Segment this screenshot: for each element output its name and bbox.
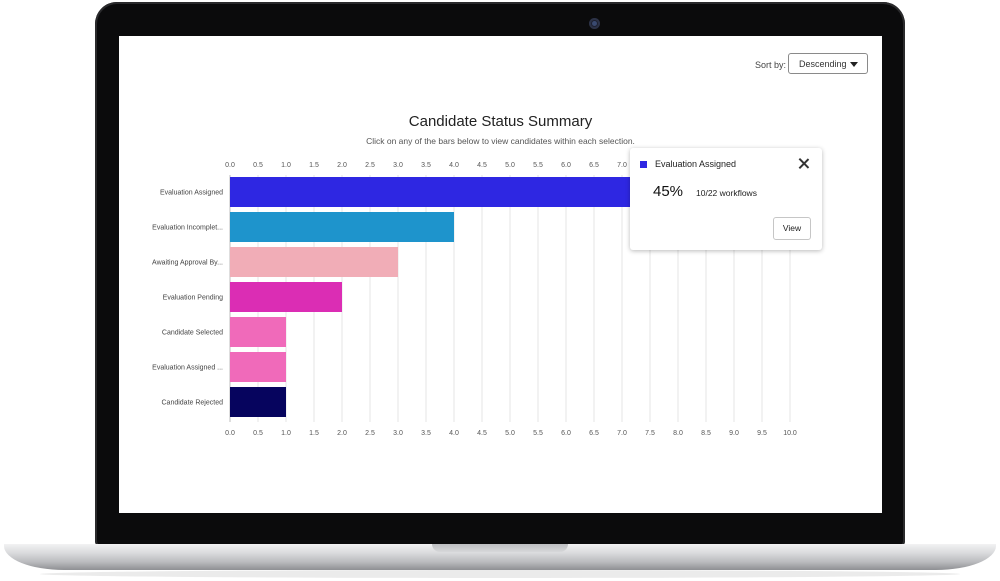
x-tick-label-top: 5.5 bbox=[533, 162, 543, 169]
y-category-label: Evaluation Assigned bbox=[160, 190, 223, 197]
legend-swatch bbox=[640, 161, 647, 168]
x-tick-label-bottom: 7.0 bbox=[617, 430, 627, 437]
bar[interactable] bbox=[230, 282, 342, 312]
x-tick-label-bottom: 8.0 bbox=[673, 430, 683, 437]
tooltip-percent: 45% bbox=[653, 183, 684, 200]
x-tick-label-bottom: 9.5 bbox=[757, 430, 767, 437]
tooltip-card: Evaluation Assigned 45% 10/22 workflows … bbox=[630, 148, 822, 250]
x-tick-label-bottom: 4.0 bbox=[449, 430, 459, 437]
screen: Sort by: Descending Candidate Status Sum… bbox=[119, 36, 882, 513]
bar[interactable] bbox=[230, 352, 286, 382]
chart-title: Candidate Status Summary bbox=[408, 113, 593, 130]
sort-label: Sort by: bbox=[755, 60, 787, 70]
y-category-label: Candidate Rejected bbox=[162, 400, 224, 407]
chevron-down-icon bbox=[850, 62, 858, 67]
x-tick-label-top: 3.0 bbox=[393, 162, 403, 169]
x-tick-label-top: 7.0 bbox=[617, 162, 627, 169]
x-tick-label-bottom: 4.5 bbox=[477, 430, 487, 437]
tooltip-title: Evaluation Assigned bbox=[655, 159, 737, 169]
x-tick-label-bottom: 0.5 bbox=[253, 430, 263, 437]
sort-select[interactable]: Descending bbox=[788, 53, 868, 74]
tooltip-count: 10/22 workflows bbox=[696, 188, 757, 198]
y-category-label: Evaluation Incomplet... bbox=[152, 225, 223, 232]
x-tick-label-bottom: 8.5 bbox=[701, 430, 711, 437]
x-tick-label-top: 1.0 bbox=[281, 162, 291, 169]
x-tick-label-bottom: 3.5 bbox=[421, 430, 431, 437]
bar[interactable] bbox=[230, 387, 286, 417]
x-tick-label-bottom: 1.0 bbox=[281, 430, 291, 437]
y-category-label: Evaluation Assigned ... bbox=[152, 365, 223, 372]
x-tick-label-bottom: 3.0 bbox=[393, 430, 403, 437]
x-tick-label-bottom: 5.5 bbox=[533, 430, 543, 437]
x-tick-label-bottom: 6.5 bbox=[589, 430, 599, 437]
x-tick-label-top: 0.5 bbox=[253, 162, 263, 169]
x-tick-label-top: 5.0 bbox=[505, 162, 515, 169]
x-tick-label-top: 3.5 bbox=[421, 162, 431, 169]
laptop-notch bbox=[432, 544, 568, 552]
sort-value: Descending bbox=[799, 59, 847, 69]
x-tick-label-top: 1.5 bbox=[309, 162, 319, 169]
x-tick-label-top: 2.5 bbox=[365, 162, 375, 169]
x-tick-label-top: 4.0 bbox=[449, 162, 459, 169]
x-tick-label-top: 2.0 bbox=[337, 162, 347, 169]
x-tick-label-bottom: 0.0 bbox=[225, 430, 235, 437]
y-category-label: Evaluation Pending bbox=[163, 295, 223, 302]
y-category-label: Candidate Selected bbox=[162, 330, 223, 337]
x-tick-label-top: 0.0 bbox=[225, 162, 235, 169]
y-category-label: Awaiting Approval By... bbox=[152, 260, 223, 267]
laptop-shadow bbox=[40, 570, 960, 578]
x-tick-label-bottom: 2.5 bbox=[365, 430, 375, 437]
x-tick-label-top: 4.5 bbox=[477, 162, 487, 169]
x-tick-label-bottom: 7.5 bbox=[645, 430, 655, 437]
close-icon[interactable] bbox=[797, 157, 811, 171]
bar[interactable] bbox=[230, 212, 454, 242]
bar[interactable] bbox=[230, 247, 398, 277]
x-tick-label-bottom: 9.0 bbox=[729, 430, 739, 437]
x-tick-label-top: 6.5 bbox=[589, 162, 599, 169]
x-tick-label-top: 6.0 bbox=[561, 162, 571, 169]
chart-subtitle: Click on any of the bars below to view c… bbox=[366, 136, 635, 146]
view-button[interactable]: View bbox=[773, 217, 811, 240]
bar-chart: 0.0 0.0 0.5 0.5 1.0 1.0 1.5 1.5 2.0 2.0 2.5 2.5 3.0 3… bbox=[152, 162, 797, 437]
x-tick-label-bottom: 10.0 bbox=[783, 430, 797, 437]
x-tick-label-bottom: 5.0 bbox=[505, 430, 515, 437]
x-tick-label-bottom: 1.5 bbox=[309, 430, 319, 437]
x-tick-label-bottom: 2.0 bbox=[337, 430, 347, 437]
x-tick-label-bottom: 6.0 bbox=[561, 430, 571, 437]
webcam-icon bbox=[589, 18, 600, 29]
bar[interactable] bbox=[230, 317, 286, 347]
